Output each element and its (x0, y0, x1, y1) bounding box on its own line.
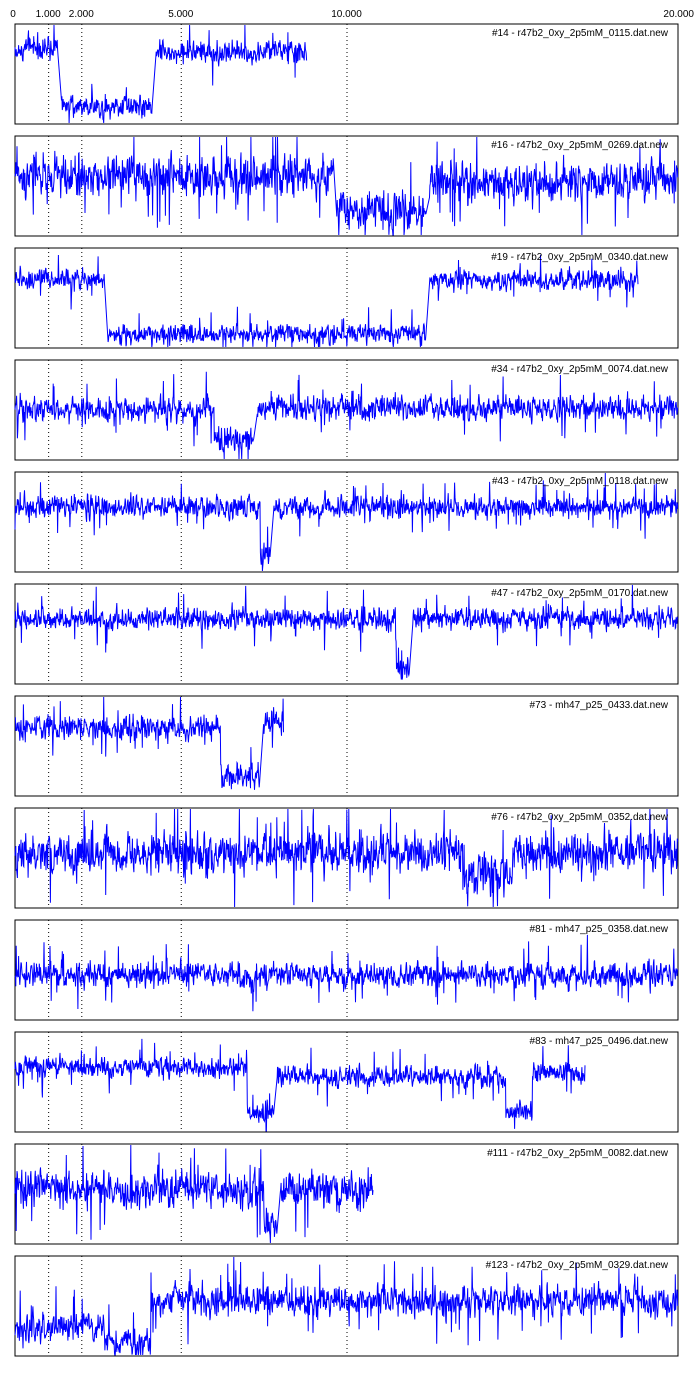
trace-label: #83 - mh47_p25_0496.dat.new (530, 1036, 669, 1047)
trace-line (14, 696, 284, 790)
trace-line (14, 254, 639, 348)
trace-line (14, 1038, 586, 1132)
trace-line (14, 472, 679, 572)
trace-panel: #47 - r47b2_0xy_2p5mM_0170.dat.new (14, 583, 679, 685)
x-tick-label: 1.000 (36, 9, 61, 20)
trace-line (14, 24, 308, 124)
trace-panel: #81 - mh47_p25_0358.dat.new (14, 919, 679, 1021)
x-axis-ticks: 0 1.000 2.000 5.000 10.000 20.000 (10, 9, 694, 20)
trace-label: #19 - r47b2_0xy_2p5mM_0340.dat.new (491, 252, 669, 263)
trace-label: #14 - r47b2_0xy_2p5mM_0115.dat.new (492, 28, 669, 39)
trace-label: #43 - r47b2_0xy_2p5mM_0118.dat.new (492, 476, 669, 487)
trace-label: #81 - mh47_p25_0358.dat.new (530, 924, 669, 935)
trace-line (14, 136, 679, 236)
trace-label: #123 - r47b2_0xy_2p5mM_0329.dat.new (486, 1260, 669, 1271)
trace-panels: #14 - r47b2_0xy_2p5mM_0115.dat.new #16 - … (14, 23, 679, 1357)
x-tick-label: 5.000 (168, 9, 193, 20)
trace-line (14, 584, 679, 680)
trace-line (14, 371, 679, 460)
trace-panel: #16 - r47b2_0xy_2p5mM_0269.dat.new (14, 135, 679, 237)
x-tick-label: 10.000 (331, 9, 362, 20)
trace-label: #16 - r47b2_0xy_2p5mM_0269.dat.new (491, 140, 669, 151)
x-tick-label: 20.000 (663, 9, 694, 20)
trace-panel: #111 - r47b2_0xy_2p5mM_0082.dat.new (14, 1143, 679, 1245)
trace-panel: #19 - r47b2_0xy_2p5mM_0340.dat.new (14, 247, 679, 349)
trace-line (14, 934, 679, 1012)
trace-panel: #73 - mh47_p25_0433.dat.new (14, 695, 679, 797)
x-tick-label: 2.000 (69, 9, 94, 20)
trace-label: #47 - r47b2_0xy_2p5mM_0170.dat.new (491, 588, 669, 599)
trace-panel: #34 - r47b2_0xy_2p5mM_0074.dat.new (14, 359, 679, 461)
trace-label: #73 - mh47_p25_0433.dat.new (530, 700, 669, 711)
trace-line (14, 1256, 679, 1356)
trace-panel: #123 - r47b2_0xy_2p5mM_0329.dat.new (14, 1255, 679, 1357)
trace-line (14, 1144, 374, 1244)
trace-panel: #14 - r47b2_0xy_2p5mM_0115.dat.new (14, 23, 679, 125)
trace-label: #111 - r47b2_0xy_2p5mM_0082.dat.new (487, 1148, 669, 1159)
trace-panel: #76 - r47b2_0xy_2p5mM_0352.dat.new (14, 807, 679, 909)
trace-label: #34 - r47b2_0xy_2p5mM_0074.dat.new (491, 364, 669, 375)
trace-line (14, 808, 679, 908)
x-tick-label: 0 (10, 9, 16, 20)
trace-panel: #43 - r47b2_0xy_2p5mM_0118.dat.new (14, 471, 679, 573)
trace-label: #76 - r47b2_0xy_2p5mM_0352.dat.new (491, 812, 669, 823)
trace-panel: #83 - mh47_p25_0496.dat.new (14, 1031, 679, 1133)
